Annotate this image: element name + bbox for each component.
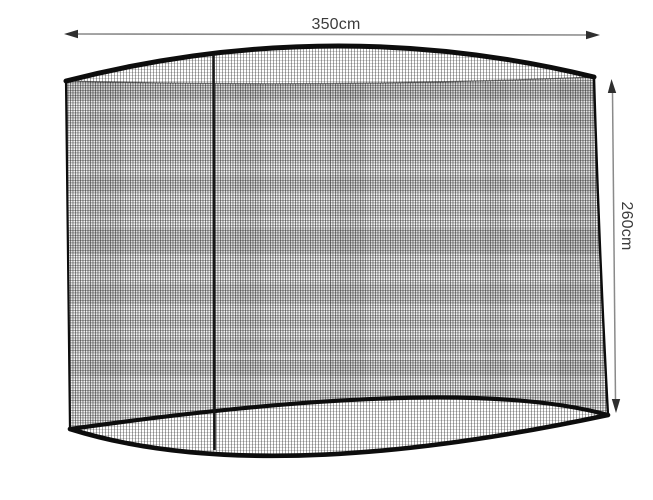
height-dimension-line <box>611 91 617 401</box>
mesh-moire-shading <box>66 77 608 429</box>
net-left-edge <box>64 79 72 431</box>
arrow-right-icon <box>586 30 600 40</box>
arrow-up-icon <box>607 79 617 93</box>
height-dimension-label: 260cm <box>618 201 635 250</box>
net-bottom-lens-mesh <box>70 397 608 456</box>
net-bottom-back-hem <box>67 395 611 432</box>
width-dimension-line <box>76 33 588 36</box>
width-dimension: 350cm <box>64 16 600 40</box>
net-bottom-front-hem <box>67 412 611 459</box>
arrow-down-icon <box>611 399 621 413</box>
zipper-line <box>212 54 216 451</box>
height-dimension: 260cm <box>607 79 635 413</box>
net-seams <box>65 76 595 399</box>
width-dimension-label: 350cm <box>311 16 360 33</box>
net-body-mesh <box>66 77 608 429</box>
back-top-hem-line <box>65 76 595 85</box>
net-right-edge <box>592 75 610 417</box>
vertical-seam-line <box>329 83 332 399</box>
net-top-edge <box>63 43 597 84</box>
arrow-left-icon <box>64 29 78 39</box>
net-edges <box>63 43 611 459</box>
